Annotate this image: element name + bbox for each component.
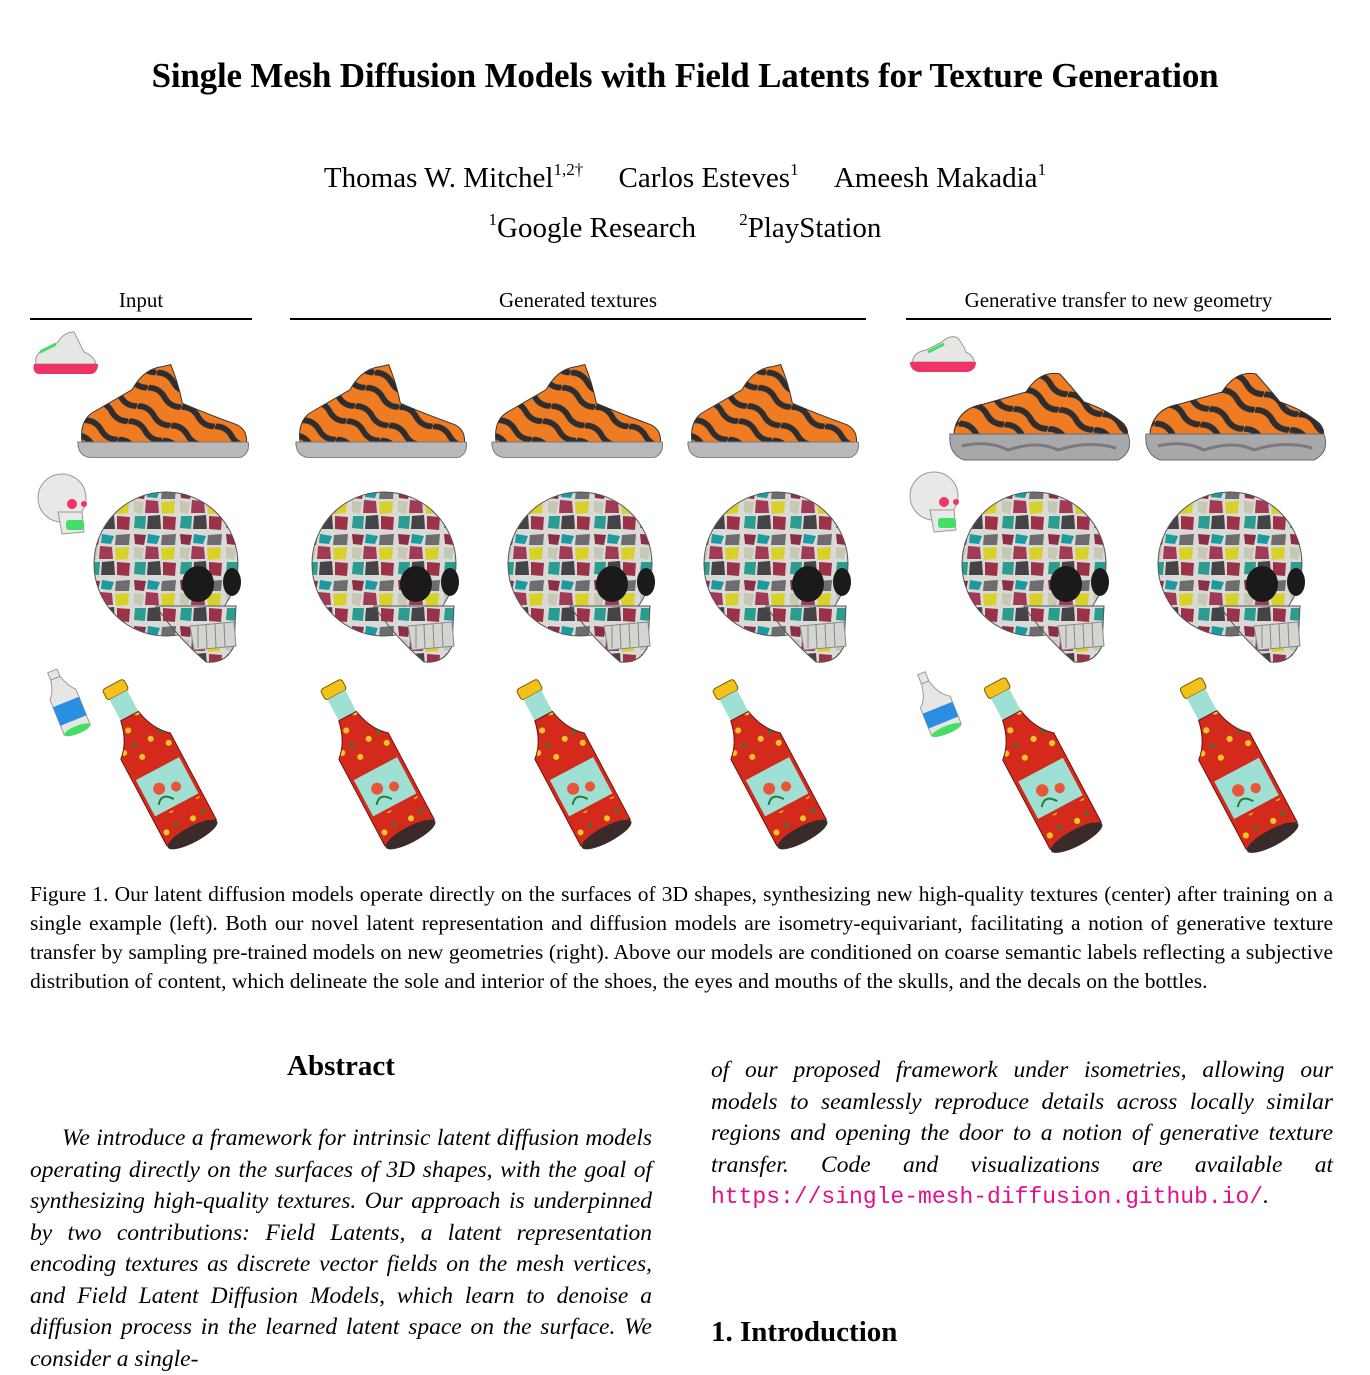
abstract-heading: Abstract: [287, 1050, 395, 1082]
paper-title: Single Mesh Diffusion Models with Field …: [151, 56, 1219, 95]
shoe-generated-3: [687, 364, 859, 458]
shoe-transfer-2: [1144, 371, 1328, 462]
section-heading-introduction: 1. Introduction: [711, 1316, 898, 1348]
author-affil-mark: 1: [790, 160, 799, 179]
affiliation: 1Google Research: [488, 210, 696, 245]
abstract-end-period: .: [1263, 1183, 1269, 1209]
shoe-input: [77, 364, 250, 458]
abstract-text: We introduce a framework for intrinsic l…: [30, 1123, 652, 1375]
bottle-transfer-1: [967, 670, 1108, 860]
author-affil-mark: 1: [1037, 160, 1047, 179]
shoe-label-thumbnail: [33, 331, 98, 374]
author-name: Ameesh Makadia: [833, 162, 1038, 194]
skull-transfer-1: [961, 491, 1110, 663]
author-name: Carlos Esteves: [618, 162, 791, 194]
author-list: Thomas W. Mitchel1,2† Carlos Esteves1 Am…: [0, 160, 1370, 195]
affil-name: PlayStation: [747, 212, 882, 244]
shoe-transfer-label-thumbnail: [910, 336, 976, 372]
abstract-continuation: of our proposed framework under isometri…: [711, 1055, 1333, 1214]
abstract-paragraph: We introduce a framework for intrinsic l…: [30, 1125, 652, 1372]
shoe-generated-1: [295, 364, 467, 458]
author: Carlos Esteves1: [618, 160, 799, 195]
author: Thomas W. Mitchel1,2†: [323, 160, 584, 195]
skull-generated-1: [311, 491, 460, 663]
shoe-transfer-1: [948, 371, 1132, 462]
affil-mark: 1: [488, 210, 498, 229]
skull-transfer-2: [1157, 491, 1306, 663]
skull-input: [93, 491, 242, 663]
bottle-generated-3: [704, 672, 828, 857]
skull-generated-2: [507, 491, 656, 663]
bottle-input: [94, 672, 218, 857]
skull-transfer-label-thumbnail: [909, 471, 959, 533]
shoe-generated-2: [491, 364, 663, 458]
author-affil-mark: 1,2†: [553, 160, 584, 179]
bottle-generated-1: [312, 672, 436, 857]
figure-header-input: Input: [30, 288, 252, 320]
figure-1: [30, 326, 1335, 871]
bottle-generated-2: [508, 672, 632, 857]
affil-mark: 2: [739, 210, 748, 229]
author: Ameesh Makadia1: [833, 160, 1047, 195]
project-url-link[interactable]: https://single-mesh-diffusion.github.io/: [711, 1184, 1264, 1210]
figure-header-generated: Generated textures: [290, 288, 866, 320]
bottle-label-thumbnail: [47, 668, 91, 737]
author-name: Thomas W. Mitchel: [323, 162, 554, 194]
figure-header-transfer: Generative transfer to new geometry: [906, 288, 1331, 320]
figure-caption: Figure 1. Our latent diffusion models op…: [30, 882, 1333, 993]
bottle-transfer-label-thumbnail: [917, 671, 962, 738]
bottle-transfer-2: [1163, 670, 1304, 860]
affiliation: 2PlayStation: [739, 210, 882, 245]
skull-label-thumbnail: [37, 473, 87, 535]
skull-generated-3: [703, 491, 852, 663]
abstract-continuation-text: of our proposed framework under isometri…: [711, 1057, 1333, 1178]
affil-name: Google Research: [497, 212, 696, 244]
affiliation-list: 1Google Research 2PlayStation: [0, 210, 1370, 245]
